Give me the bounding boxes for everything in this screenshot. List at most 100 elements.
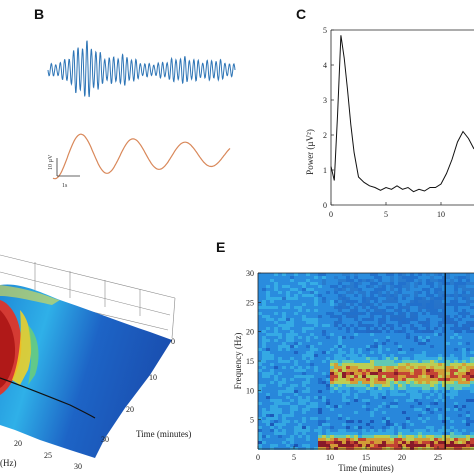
spectrogram-cell [266,330,270,333]
spectrogram-cell [414,306,418,309]
spectrogram-cell [274,333,278,336]
spectrogram-cell [258,408,262,411]
spectrogram-cell [294,438,298,441]
spectrogram-cell [342,402,346,405]
spectrogram-cell [418,333,422,336]
spectrogram-cell [454,411,458,414]
spectrogram-cell [386,318,390,321]
spectrogram-cell [298,306,302,309]
spectrogram-cell [334,378,338,381]
spectrogram-cell [426,414,430,417]
spectrogram-cell [314,435,318,438]
spectrogram-cell [350,324,354,327]
spectrogram-cell [258,318,262,321]
spectrogram-cell [354,291,358,294]
spectrogram-cell [398,432,402,435]
spectrogram-cell [294,378,298,381]
spectrogram-cell [366,288,370,291]
spectrogram-cell [302,408,306,411]
spectrogram-cell [462,354,466,357]
spectrogram-cell [314,306,318,309]
spectrogram-cell [406,327,410,330]
spectrogram-cell [302,447,306,450]
spectrogram-cell [370,354,374,357]
spectrogram-cell [430,324,434,327]
spectrogram-cell [458,378,462,381]
spectrogram-cell [442,300,446,303]
spectrogram-cell [366,273,370,276]
spectrogram-cell [262,276,266,279]
spectrogram-cell [370,426,374,429]
spectrogram-cell [262,327,266,330]
spectrogram-cell [290,339,294,342]
spectrogram-cell [470,387,474,390]
spectrogram-cell [278,324,282,327]
spectrogram-cell [262,378,266,381]
spectrogram-cell [382,366,386,369]
spectrogram-cell [342,297,346,300]
spectrogram-cell [470,357,474,360]
spectrogram-cell [466,357,470,360]
spectrogram-cell [350,321,354,324]
spectrogram-cell [350,306,354,309]
spectrogram-cell [370,438,374,441]
spectrogram-cell [354,345,358,348]
spectrogram-cell [310,387,314,390]
spectrogram-cell [306,354,310,357]
spectrogram-cell [314,312,318,315]
spectrogram-cell [346,408,350,411]
spectrogram-cell [262,408,266,411]
spectrogram-cell [322,327,326,330]
spectrogram-cell [258,402,262,405]
spectrogram-cell [454,339,458,342]
spectrogram-cell [450,387,454,390]
spectrogram-cell [330,339,334,342]
spectrogram-cell [466,306,470,309]
spectrogram-cell [318,354,322,357]
spectrogram-cell [470,375,474,378]
spectrogram-cell [322,285,326,288]
spectrogram-cell [354,327,358,330]
spectrogram-cell [442,327,446,330]
spectrogram-cell [394,312,398,315]
spectrogram-cell [350,327,354,330]
spectrogram-cell [278,417,282,420]
spectrogram-cell [266,408,270,411]
spectrogram-cell [270,342,274,345]
spectrogram-cell [342,309,346,312]
spectrogram-cell [378,387,382,390]
spectrogram-cell [330,378,334,381]
spectrogram-cell [322,306,326,309]
spectrogram-cell [274,438,278,441]
spectrogram-cell [274,321,278,324]
spectrogram-cell [454,282,458,285]
spectrogram-cell [262,396,266,399]
spectrogram-cell [378,411,382,414]
spectrogram-cell [350,318,354,321]
spectrogram-cell [346,348,350,351]
spectrogram-cell [386,366,390,369]
spectrogram-cell [462,375,466,378]
spectrogram-cell [302,387,306,390]
spectrogram-cell [282,432,286,435]
spectrogram-cell [266,411,270,414]
spectrogram-cell [350,312,354,315]
spectrogram-cell [398,306,402,309]
spectrogram-cell [414,429,418,432]
spectrogram-cell [326,297,330,300]
spectrogram-cell [434,276,438,279]
spectrogram-cell [318,372,322,375]
spectrogram-cell [258,417,262,420]
spectrogram-cell [430,447,434,450]
spectrogram-cell [414,351,418,354]
spectrogram-cell [362,444,366,447]
spectrogram-cell [298,399,302,402]
spectrogram-cell [290,312,294,315]
spectrogram-cell [394,444,398,447]
spectrogram-cell [286,435,290,438]
spectrogram-cell [290,342,294,345]
spectrogram-cell [290,351,294,354]
spectrogram-cell [310,384,314,387]
spectrogram-cell [386,360,390,363]
spectrogram-cell [298,408,302,411]
